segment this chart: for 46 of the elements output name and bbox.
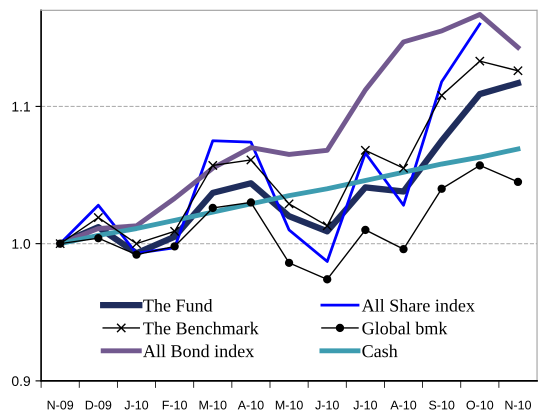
y-tick-label: 1.1 (12, 102, 30, 112)
legend-label: All Share index (362, 298, 475, 312)
point (94, 234, 102, 242)
x-tick-label: J-10 (124, 400, 148, 410)
legend-label: The Benchmark (143, 322, 259, 334)
y-tick-label: 1.0 (12, 238, 30, 249)
point (322, 220, 332, 231)
x-tick-label: N-09 (48, 400, 74, 410)
point (284, 198, 294, 209)
point (436, 90, 447, 100)
x-tick-label: M-10 (276, 400, 303, 410)
x-tick-label: N-10 (505, 400, 532, 410)
x-tick-label: J-10 (353, 400, 378, 410)
legend-label: All Bond index (143, 344, 254, 358)
legend-label: Global bmk (362, 322, 448, 334)
point (513, 66, 523, 76)
point (474, 56, 485, 66)
x-tick-label: S-10 (429, 400, 454, 410)
x-tick-label: D-09 (86, 400, 112, 410)
point (399, 244, 408, 254)
point (208, 160, 218, 170)
point (361, 226, 370, 234)
point (132, 250, 141, 259)
legend-label: The Fund (143, 298, 212, 312)
x-tick-label: A-10 (390, 400, 416, 410)
x-tick-label: M-10 (200, 400, 227, 410)
point (476, 161, 484, 170)
point (246, 198, 256, 207)
point (208, 204, 217, 212)
point (284, 258, 294, 268)
point (398, 163, 408, 174)
point (438, 184, 446, 193)
point (360, 145, 370, 156)
y-tick-label: 0.9 (12, 376, 30, 386)
x-tick-label: J-10 (315, 400, 339, 410)
point (246, 155, 256, 165)
point (93, 212, 104, 222)
point (170, 242, 179, 251)
legend-label: Cash (362, 344, 398, 358)
point (514, 178, 522, 186)
x-tick-label: O-10 (466, 400, 494, 410)
x-tick-label: A-10 (238, 400, 264, 410)
point (323, 275, 332, 284)
point (170, 226, 180, 236)
point (132, 238, 142, 249)
x-tick-label: F-10 (162, 400, 187, 410)
